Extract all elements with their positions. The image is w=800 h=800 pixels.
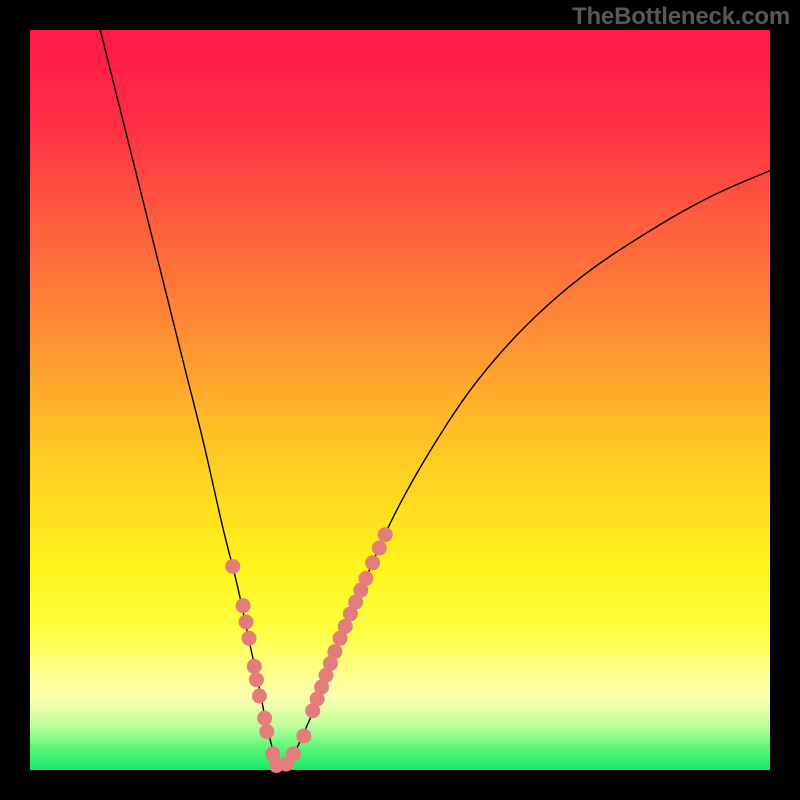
marker-left-5 — [249, 672, 264, 687]
marker-left-1 — [236, 598, 251, 613]
plot-gradient — [30, 30, 770, 770]
chart-container: TheBottleneck.com — [0, 0, 800, 800]
marker-right-16 — [372, 541, 387, 556]
marker-right-14 — [358, 571, 373, 586]
marker-right-1 — [286, 746, 301, 761]
marker-left-0 — [225, 559, 240, 574]
bottleneck-chart — [0, 0, 800, 800]
marker-right-15 — [365, 555, 380, 570]
marker-left-6 — [252, 689, 267, 704]
marker-left-8 — [259, 724, 274, 739]
marker-left-7 — [257, 711, 272, 726]
watermark-text: TheBottleneck.com — [572, 3, 790, 31]
marker-right-2 — [296, 728, 311, 743]
marker-right-17 — [378, 527, 393, 542]
marker-right-8 — [327, 644, 342, 659]
marker-left-2 — [239, 615, 254, 630]
marker-left-4 — [247, 659, 262, 674]
marker-left-3 — [242, 631, 257, 646]
